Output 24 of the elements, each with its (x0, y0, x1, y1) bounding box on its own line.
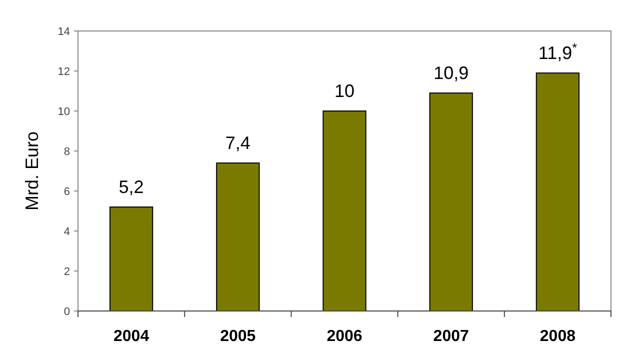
y-tick-label: 0 (64, 306, 70, 318)
bar (536, 72, 580, 312)
data-label: 10,9 (434, 63, 469, 83)
y-tick-label: 4 (64, 226, 70, 238)
x-tick-label: 2004 (114, 328, 150, 345)
y-tick-label: 2 (64, 266, 70, 278)
bar (109, 206, 154, 312)
data-label: 11,9$^{*}$ (538, 41, 578, 63)
data-label: 7,4 (225, 133, 250, 153)
y-tick-label: 14 (58, 26, 70, 38)
x-tick-label: 2007 (433, 328, 469, 345)
x-tick-label: 2006 (326, 328, 362, 345)
bar (216, 162, 260, 312)
y-tick-label: 12 (58, 66, 70, 78)
bar (429, 92, 473, 312)
y-tick-label: 8 (64, 146, 70, 158)
x-tick-label: 2008 (540, 328, 576, 345)
x-tick-label: 2005 (220, 328, 256, 345)
bar (322, 110, 366, 312)
y-axis-title: Mrd. Euro (22, 131, 42, 211)
data-label: 10 (334, 81, 355, 101)
data-label: 5,2 (118, 177, 144, 197)
y-tick-label: 6 (64, 186, 70, 198)
y-tick-label: 10 (58, 106, 70, 118)
